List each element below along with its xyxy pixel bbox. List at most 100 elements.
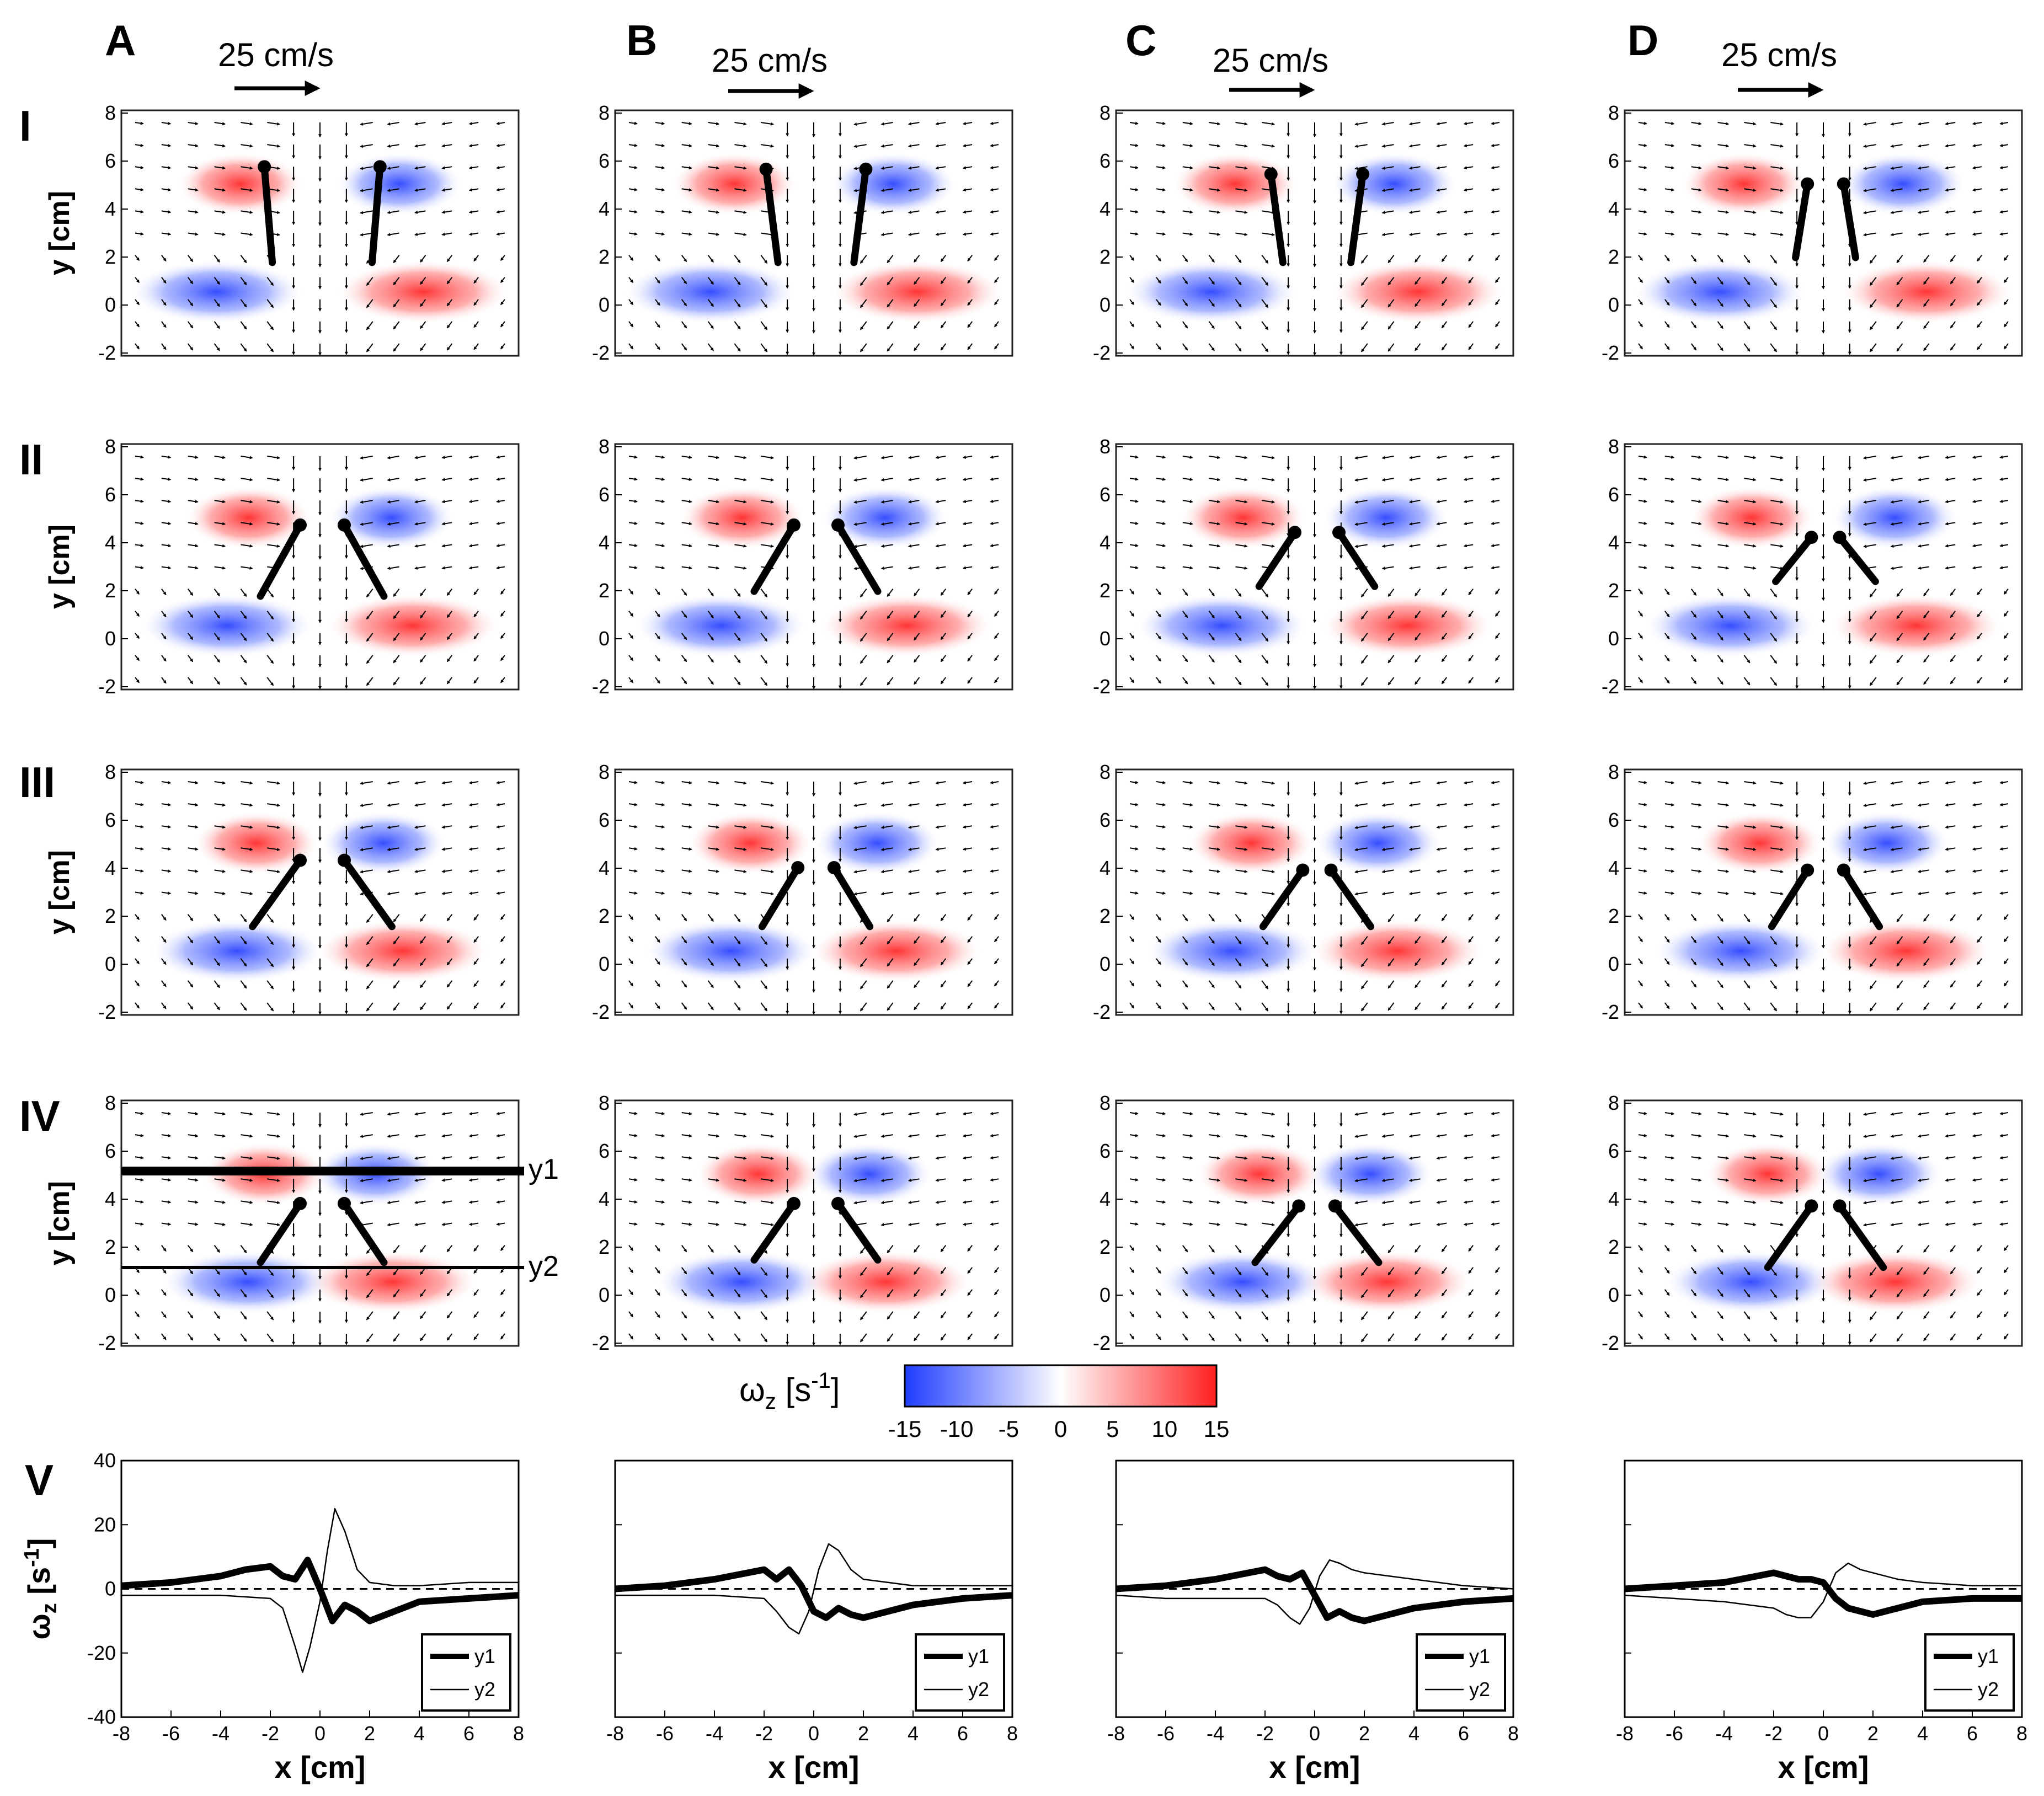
velocity-arrow xyxy=(1235,144,1248,148)
velocity-arrow xyxy=(446,255,453,263)
right-appendage-joint xyxy=(1837,863,1850,877)
velocity-arrow xyxy=(1999,188,2009,191)
vortex-red-lower-right xyxy=(829,260,1005,324)
vortex-red-upper-left xyxy=(695,1142,822,1206)
velocity-arrow xyxy=(161,143,172,147)
velocity-arrow xyxy=(1182,255,1188,263)
velocity-arrow xyxy=(414,232,426,236)
column-label-b: B xyxy=(626,16,657,65)
velocity-arrow xyxy=(1664,188,1675,191)
legend-label-y2: y2 xyxy=(968,1678,989,1701)
velocity-arrow xyxy=(628,277,633,284)
y-tick-label: 2 xyxy=(1608,905,1619,927)
vortex-red-upper-left xyxy=(1196,1142,1323,1206)
velocity-arrow xyxy=(188,188,199,192)
velocity-arrow xyxy=(853,144,867,148)
velocity-arrow xyxy=(887,343,894,352)
colorbar-tick-label: 5 xyxy=(1106,1416,1119,1442)
velocity-arrow xyxy=(1717,144,1730,148)
vortex-blue-lower-left xyxy=(643,919,819,983)
left-appendage xyxy=(260,163,276,266)
velocity-arrow xyxy=(420,255,426,263)
velocity-arrow xyxy=(681,144,692,148)
legend-box xyxy=(421,1633,511,1712)
velocity-arrow xyxy=(1129,254,1134,261)
line-chart-v-c: -8 -6 -4 -2 0 2 4 6 8 y1 y2 x [cm] xyxy=(1107,1460,1519,1784)
velocity-arrow xyxy=(655,299,660,306)
velocity-arrow xyxy=(994,299,999,306)
velocity-arrow xyxy=(681,210,692,214)
velocity-arrow xyxy=(1495,343,1500,350)
left-appendage-joint xyxy=(1296,863,1310,877)
legend-label-y2: y2 xyxy=(1978,1678,1999,1701)
left-appendage-joint xyxy=(293,1196,307,1210)
velocity-arrow xyxy=(1156,210,1166,214)
x-tick-label: 6 xyxy=(1458,1722,1469,1745)
velocity-arrow xyxy=(366,277,373,286)
velocity-arrow xyxy=(1381,144,1394,148)
y-tick-label: 4 xyxy=(1100,531,1111,554)
velocity-arrow xyxy=(914,299,920,307)
y-tick-label: 2 xyxy=(1608,245,1619,268)
velocity-arrow xyxy=(1664,143,1675,147)
y-label-exp: -1 xyxy=(20,1548,44,1567)
velocity-arrow xyxy=(1691,121,1702,125)
legend-label-y1: y1 xyxy=(474,1645,495,1667)
velocity-arrow xyxy=(1387,255,1395,264)
velocity-arrow xyxy=(1691,144,1702,148)
velocity-arrow xyxy=(161,121,172,125)
velocity-arrow xyxy=(1381,232,1394,237)
vortex-red-upper-left xyxy=(1680,152,1808,216)
velocity-arrow xyxy=(734,232,747,236)
velocity-arrow xyxy=(628,121,638,125)
field-panel-ii-d: 8 6 4 2 0 -2 xyxy=(1602,435,2023,698)
velocity-arrow xyxy=(1441,299,1448,307)
velocity-arrow xyxy=(441,188,452,192)
velocity-arrow xyxy=(655,165,665,169)
velocity-arrow xyxy=(1468,255,1474,262)
velocity-arrow xyxy=(360,188,373,193)
velocity-vectors xyxy=(1129,121,1500,356)
y-tick-label: -2 xyxy=(592,1001,610,1023)
vortex-blue-upper-right xyxy=(1831,485,1958,550)
x-tick-label: 8 xyxy=(2016,1722,2027,1745)
colorbar-tick-label: 10 xyxy=(1151,1416,1177,1442)
y-tick-label: 2 xyxy=(599,905,610,927)
velocity-arrow xyxy=(1890,232,1903,237)
velocity-vectors xyxy=(628,121,999,356)
y-tick-label: 4 xyxy=(1608,857,1619,879)
velocity-arrow xyxy=(734,144,747,148)
scale-bar-label: 25 cm/s xyxy=(1213,42,1328,79)
velocity-arrow xyxy=(1463,188,1474,192)
column-label-a: A xyxy=(105,16,136,65)
velocity-arrow xyxy=(1387,343,1395,352)
velocity-arrow xyxy=(214,321,220,329)
velocity-arrow xyxy=(760,343,768,352)
y-tick-label: -2 xyxy=(592,1332,610,1354)
vortex-blue-upper-right xyxy=(829,152,957,216)
vortex-red-lower-right xyxy=(315,919,490,983)
left-appendage-joint xyxy=(787,518,800,532)
velocity-arrow xyxy=(1863,232,1876,237)
velocity-arrow xyxy=(1744,166,1757,170)
right-appendage xyxy=(1347,170,1367,266)
velocity-arrow xyxy=(1770,277,1778,286)
velocity-arrow xyxy=(1235,122,1248,126)
velocity-arrow xyxy=(1408,166,1421,170)
vortex-red-lower-right xyxy=(1829,594,2004,658)
velocity-vectors xyxy=(135,121,505,356)
left-appendage xyxy=(1267,170,1287,266)
velocity-arrow xyxy=(1491,188,1500,191)
velocity-arrow xyxy=(1441,343,1448,351)
velocity-arrow xyxy=(967,321,973,328)
vortex-red-lower-right xyxy=(819,594,994,658)
velocity-arrow xyxy=(393,277,400,286)
legend-label-y1: y1 xyxy=(1978,1645,1999,1667)
velocity-arrow xyxy=(1999,143,2009,147)
left-appendage-joint xyxy=(293,518,307,532)
velocity-arrow xyxy=(1208,321,1215,329)
velocity-arrow xyxy=(1129,277,1134,284)
velocity-arrow xyxy=(1999,121,2009,125)
y-tick-label: 8 xyxy=(599,761,610,783)
velocity-arrow xyxy=(655,232,665,236)
